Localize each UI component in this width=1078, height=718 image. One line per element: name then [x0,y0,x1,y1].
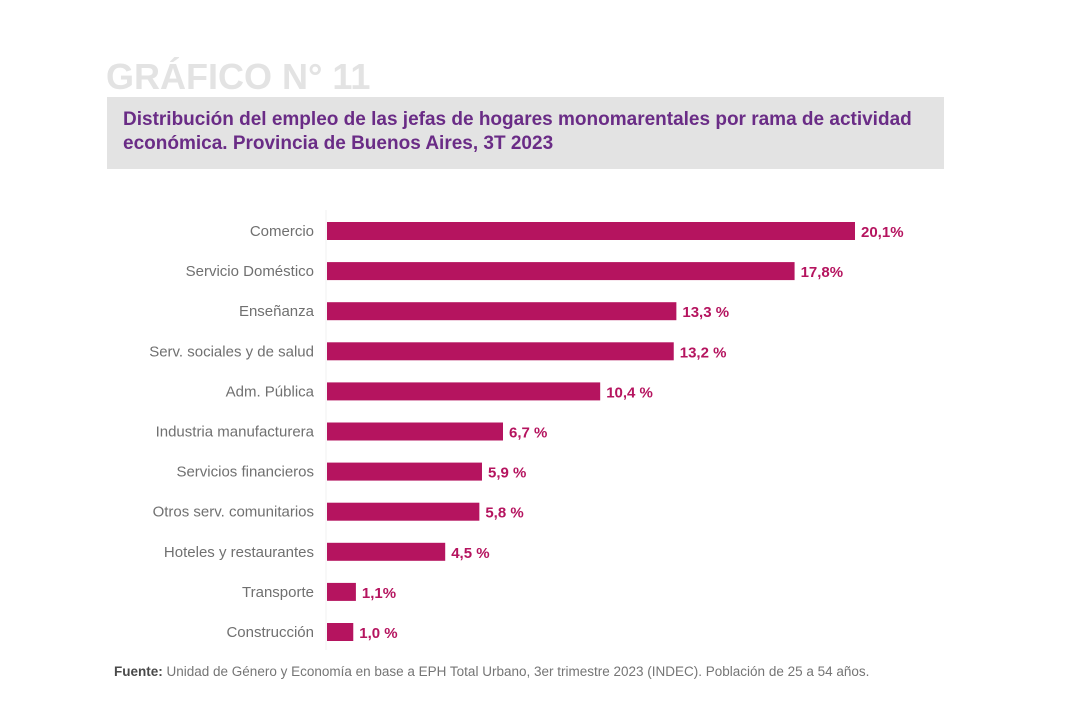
category-label: Enseñanza [239,303,315,320]
value-label: 1,1% [362,585,396,602]
value-label: 5,8 % [485,505,523,522]
bar-chart: Comercio 20,1% Servicio Doméstico 17,8% Ense… [149,210,904,650]
value-label: 13,2 % [680,344,727,361]
value-label: 4,5 % [451,545,489,562]
source-label: Fuente: [114,664,163,679]
bar [327,262,795,281]
chart-title: Distribución del empleo de las jefas de … [123,109,912,154]
bar [327,462,482,481]
bar [327,422,503,441]
value-label: 1,0 % [359,625,397,642]
source-text: Unidad de Género y Economía en base a EP… [162,664,870,679]
category-label: Hoteles y restaurantes [164,544,314,561]
category-label: Industria manufacturera [156,424,315,441]
source-note: Fuente: Unidad de Género y Economía en b… [114,664,869,679]
category-label: Comercio [250,223,314,240]
value-label: 17,8% [801,264,844,281]
category-label: Adm. Pública [226,383,315,400]
value-label: 5,9 % [488,465,526,482]
value-label: 13,3 % [682,304,729,321]
bar [327,342,674,361]
chart-number-label: GRÁFICO N° 11 [106,56,371,97]
title-box: Distribución del empleo de las jefas de … [107,97,944,169]
category-label: Construcción [226,624,314,641]
bar [327,502,480,521]
category-label: Otros serv. comunitarios [153,504,314,521]
category-label: Servicios financieros [176,464,314,481]
bar [327,302,677,321]
value-label: 20,1% [861,224,904,241]
category-label: Servicio Doméstico [186,263,314,280]
category-label: Transporte [242,584,314,601]
bar [327,222,855,240]
value-label: 10,4 % [606,384,653,401]
value-label: 6,7 % [509,425,547,442]
bar [327,542,446,561]
bar [327,582,356,601]
category-label: Serv. sociales y de salud [149,343,314,360]
bar [327,382,601,401]
bars-group: Comercio 20,1% Servicio Doméstico 17,8% Ense… [149,222,904,642]
bar [327,623,354,641]
